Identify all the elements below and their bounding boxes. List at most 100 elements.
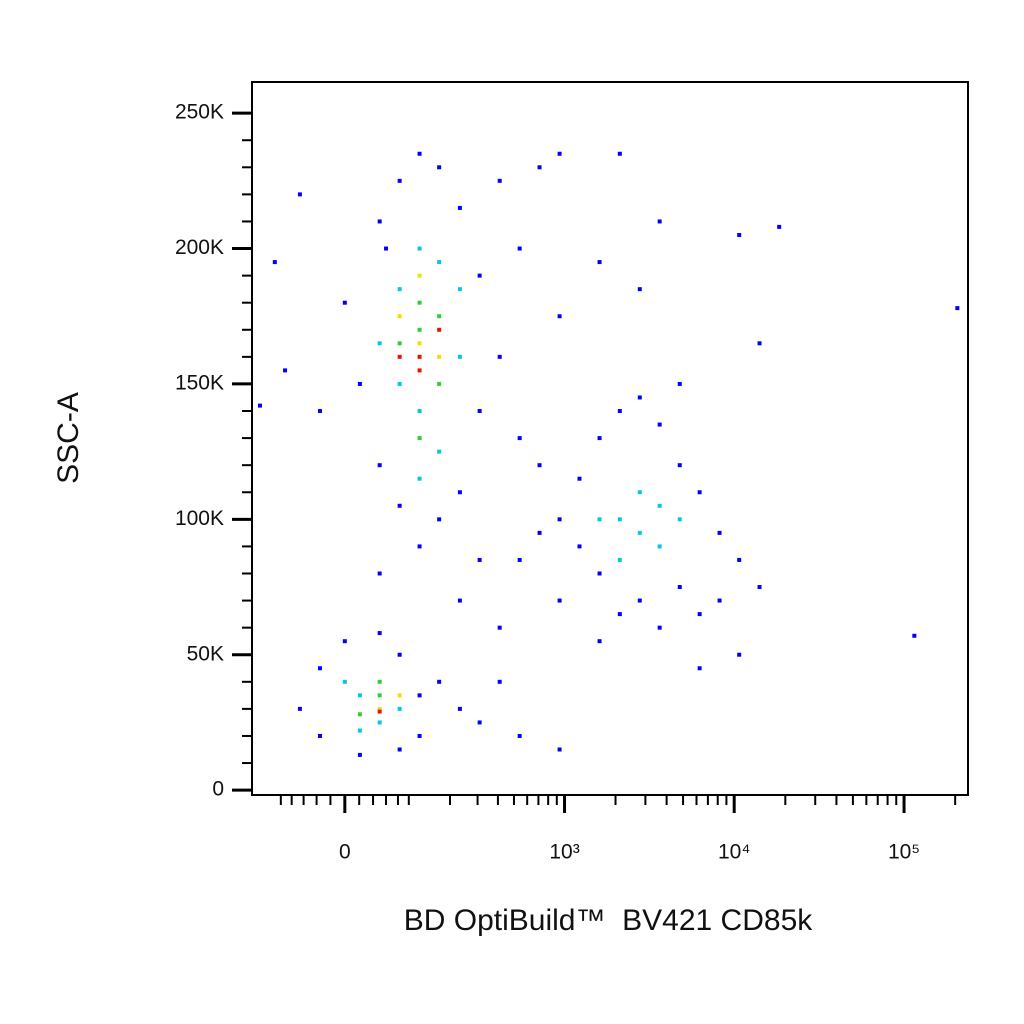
data-point [377,709,382,714]
data-point [777,224,782,229]
data-point [577,476,582,481]
data-point [437,327,442,332]
data-point [677,517,682,522]
data-point [737,557,742,562]
data-point [317,409,322,414]
data-point [517,733,522,738]
data-point [377,219,382,224]
data-point [417,733,422,738]
data-point [417,409,422,414]
data-point [377,341,382,346]
data-point [697,612,702,617]
data-point [377,679,382,684]
data-point [342,679,347,684]
data-point [717,530,722,535]
data-point [477,409,482,414]
y-tick-label: 50K [187,642,224,665]
data-point [657,422,662,427]
data-point [597,571,602,576]
y-tick-label: 150K [175,371,224,394]
data-point [437,449,442,454]
data-point [397,747,402,752]
data-point [437,314,442,319]
data-point [637,287,642,292]
data-point [517,436,522,441]
data-point [417,693,422,698]
data-point [377,463,382,468]
data-point [397,706,402,711]
data-point [477,557,482,562]
data-point [357,712,362,717]
y-axis-label: SSC-A [52,392,85,484]
data-point [417,341,422,346]
data-point [417,246,422,251]
data-point [912,633,917,638]
data-point [497,679,502,684]
data-point [537,165,542,170]
data-point [317,666,322,671]
data-point [557,747,562,752]
data-point [697,490,702,495]
data-point [557,517,562,522]
y-tick-label: 0 [212,778,224,801]
data-point [317,733,322,738]
data-point [417,151,422,156]
data-point [737,232,742,237]
data-point [397,341,402,346]
data-point [417,327,422,332]
data-point [697,666,702,671]
data-point [557,151,562,156]
data-point [577,544,582,549]
data-point [417,544,422,549]
data-point [397,354,402,359]
data-point [457,287,462,292]
x-tick-label: 10⁴ [718,841,750,864]
data-point [457,598,462,603]
data-point [617,517,622,522]
data-point [417,476,422,481]
x-tick-label: 10³ [549,841,579,864]
data-point [377,571,382,576]
y-tick-label: 200K [175,236,224,259]
data-point [657,503,662,508]
data-point [377,706,382,711]
data-point [377,693,382,698]
data-point [283,368,288,373]
data-point [637,598,642,603]
x-tick-label: 0 [339,841,351,864]
data-point [397,652,402,657]
data-point [342,639,347,644]
data-point [377,720,382,725]
data-point [417,368,422,373]
data-point [757,341,762,346]
data-point [357,693,362,698]
x-tick-label: 10⁵ [888,841,920,864]
plot-frame [251,81,969,796]
data-point [357,381,362,386]
data-point [417,354,422,359]
data-point [637,395,642,400]
data-point [397,693,402,698]
data-point [637,530,642,535]
data-point [397,287,402,292]
data-point [757,585,762,590]
data-point [617,151,622,156]
data-point [437,679,442,684]
data-point [497,625,502,630]
data-point [617,612,622,617]
data-point [357,752,362,757]
x-axis-label: BD OptiBuild™ BV421 CD85k [404,904,814,937]
data-point [955,306,960,311]
data-point [597,260,602,265]
data-point [557,598,562,603]
data-point [597,639,602,644]
data-point [517,557,522,562]
data-point [342,300,347,305]
data-point [437,260,442,265]
data-point [657,544,662,549]
data-point [397,381,402,386]
data-point [397,503,402,508]
data-point [297,706,302,711]
data-point [457,205,462,210]
